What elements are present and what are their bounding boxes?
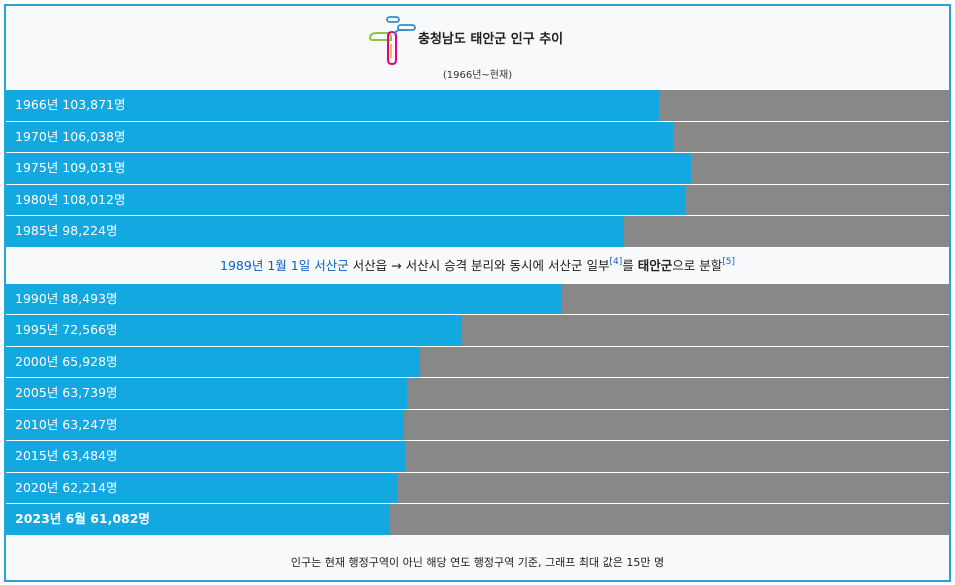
note-reference-4[interactable]: [4] <box>609 256 623 267</box>
bar-label: 1990년 88,493명 <box>15 290 118 306</box>
bar-row: 1990년 88,493명 <box>6 282 949 314</box>
bar-rows: 1966년 103,871명 1970년 106,038명 1975년 109,03… <box>6 89 949 535</box>
bar-row: 1975년 109,031명 <box>6 152 949 184</box>
note-county-link[interactable]: 서산군 <box>314 257 349 273</box>
bar-row: 1980년 108,012명 <box>6 183 949 215</box>
population-bar <box>6 153 692 184</box>
bar-label: 1966년 103,871명 <box>15 97 126 112</box>
population-bar <box>6 346 421 377</box>
bar-label: 1995년 72,566명 <box>15 322 118 337</box>
bar-label: 2010년 63,247명 <box>15 416 118 432</box>
bar-row: 1966년 103,871명 <box>6 89 949 121</box>
boundary-change-note: 1989년 1월 1일 서산군 서산읍 → 서산시 승격 분리와 동시에 서산군… <box>6 246 949 283</box>
bar-row: 2020년 62,214명 <box>6 471 949 503</box>
bar-label: 2015년 63,484명 <box>15 448 118 463</box>
taean-county-logo-icon <box>368 16 416 66</box>
bar-label: 2023년 6월 61,082명 <box>15 511 150 526</box>
chart-footnote: 인구는 현재 행정구역이 아닌 해당 연도 행정구역 기준, 그래프 최대 값은… <box>6 546 949 580</box>
bar-row: 2015년 63,484명 <box>6 440 949 472</box>
bar-row: 2005년 63,739명 <box>6 377 949 409</box>
population-bar <box>6 121 673 152</box>
population-bar <box>6 184 686 215</box>
bar-label: 1970년 106,038명 <box>15 128 126 144</box>
population-bar <box>6 283 563 314</box>
bar-label: 2020년 62,214명 <box>15 479 118 495</box>
population-bar <box>6 472 398 503</box>
bar-label: 2005년 63,739명 <box>15 385 118 400</box>
bar-label: 1975년 109,031명 <box>15 160 126 175</box>
bar-row: 1995년 72,566명 <box>6 314 949 346</box>
population-bar <box>6 315 463 346</box>
note-date-link[interactable]: 1989년 1월 1일 <box>220 257 311 273</box>
note-text: 서산읍 → 서산시 승격 분리와 동시에 서산군 일부 <box>348 257 610 273</box>
note-text: 으로 분할 <box>672 257 723 273</box>
note-text: 를 <box>622 257 638 273</box>
bar-row: 2010년 63,247명 <box>6 408 949 440</box>
population-bar <box>6 441 406 472</box>
population-bar <box>6 409 404 440</box>
bar-row: 2000년 65,928명 <box>6 345 949 377</box>
bar-label: 1980년 108,012명 <box>15 191 126 207</box>
chart-subtitle: (1966년~현재) <box>442 70 513 81</box>
population-bar <box>6 504 390 535</box>
chart-title: 충청남도 태안군 인구 추이 <box>418 32 564 47</box>
note-reference-5[interactable]: [5] <box>722 256 735 267</box>
bar-row: 1970년 106,038명 <box>6 120 949 152</box>
chart-header: 충청남도 태안군 인구 추이 (1966년~현재) <box>6 6 949 89</box>
bar-label: 2000년 65,928명 <box>15 353 118 369</box>
bar-label: 1985년 98,224명 <box>15 223 118 238</box>
population-bar <box>6 216 624 247</box>
bar-row: 2023년 6월 61,082명 <box>6 503 949 535</box>
population-bar <box>6 378 407 409</box>
note-bold-county: 태안군 <box>637 257 673 273</box>
population-bar <box>6 90 659 121</box>
population-chart-panel: 충청남도 태안군 인구 추이 (1966년~현재) 1966년 103,871명… <box>4 4 951 582</box>
bar-row: 1985년 98,224명 <box>6 215 949 247</box>
